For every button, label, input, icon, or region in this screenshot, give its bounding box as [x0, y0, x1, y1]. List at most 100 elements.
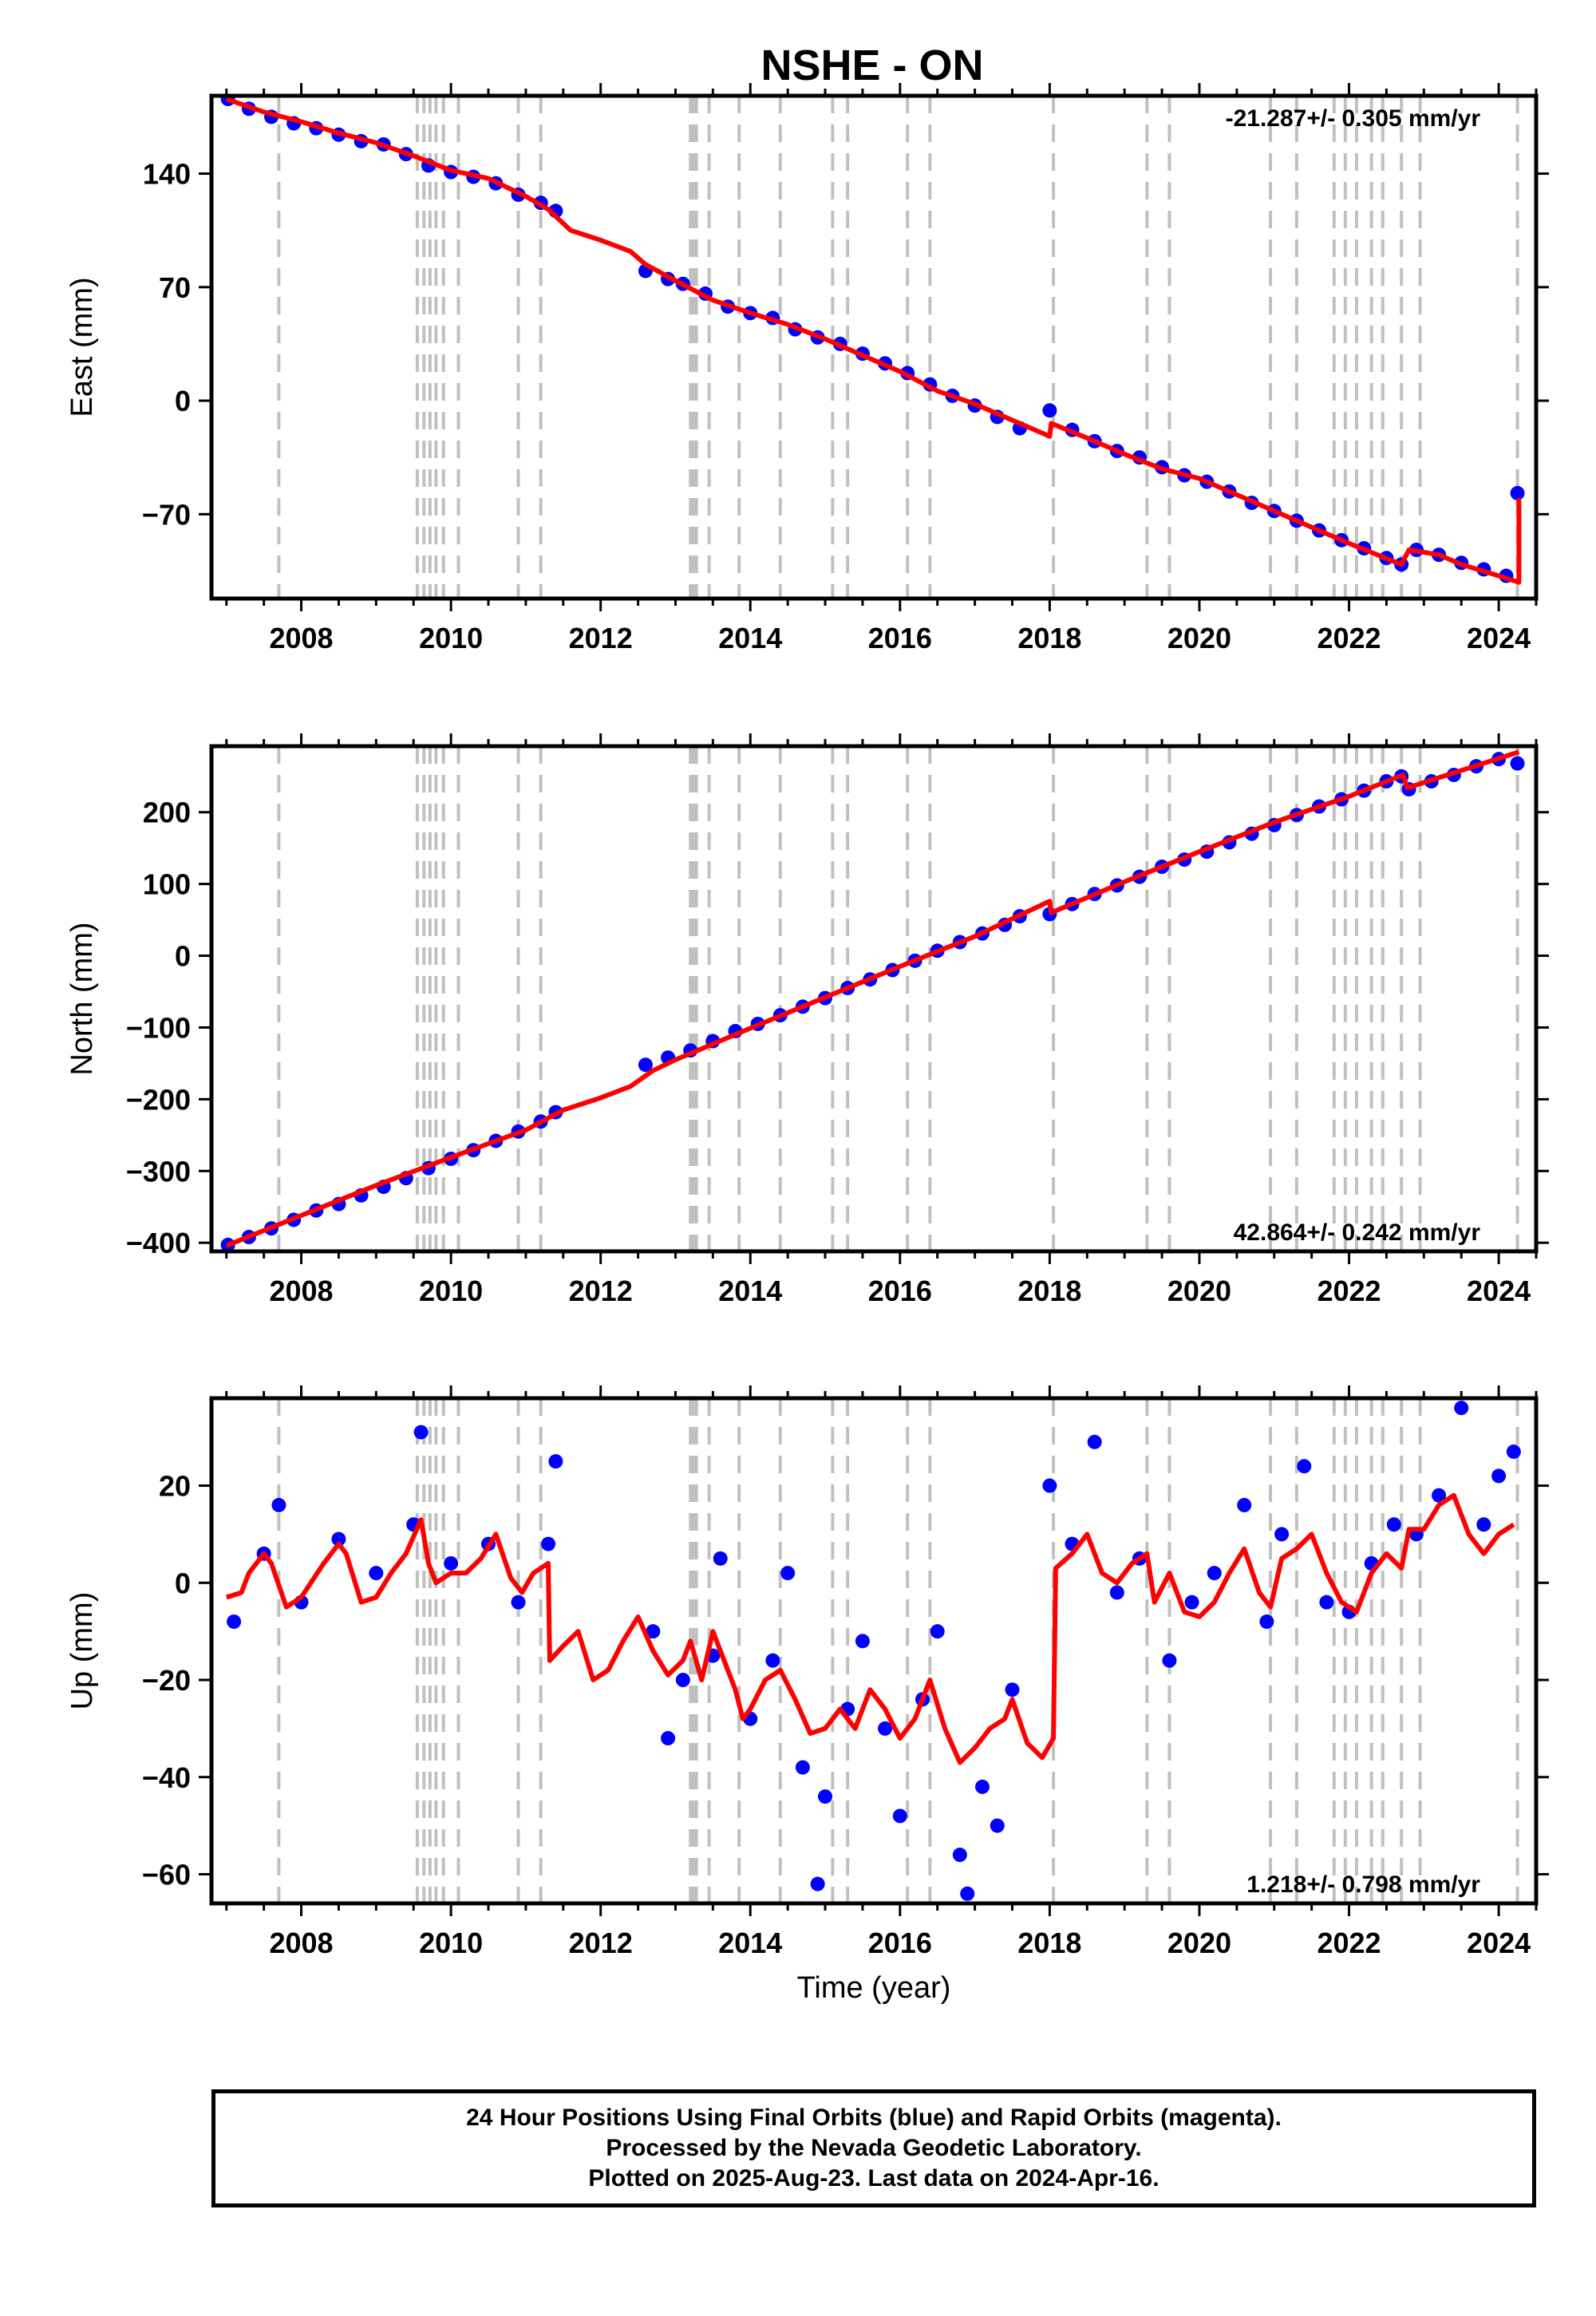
x-tick-label: 2014 — [718, 1927, 782, 1959]
data-point — [675, 1673, 690, 1688]
data-point — [661, 1731, 676, 1746]
x-tick-label: 2016 — [868, 622, 932, 654]
x-tick-label: 2020 — [1167, 622, 1231, 654]
data-point — [1491, 1468, 1507, 1484]
panels: 2008 2010 2012 2014 2016 2018 2020 2022 2024 140 7… — [65, 83, 1549, 2005]
y-axis-label: North (mm) — [65, 922, 99, 1075]
data-point — [855, 1634, 870, 1649]
x-tick-label: 2008 — [269, 1275, 333, 1307]
data-point — [990, 1818, 1005, 1833]
data-point — [638, 1057, 653, 1073]
data-point — [1510, 485, 1525, 500]
y-tick-label: −60 — [142, 1858, 191, 1891]
data-point — [1042, 403, 1057, 418]
data-point — [1274, 1527, 1290, 1542]
data-points-up — [227, 1401, 1521, 1901]
x-tick-label: 2022 — [1317, 1927, 1381, 1959]
data-point — [1386, 1517, 1401, 1532]
x-tick-label: 2008 — [269, 1927, 333, 1959]
y-tick-label: 200 — [143, 796, 191, 829]
y-tick-label: 0 — [175, 940, 191, 973]
data-point — [1510, 756, 1525, 771]
x-tick-label: 2018 — [1017, 1275, 1081, 1307]
x-tick-label: 2024 — [1467, 622, 1531, 654]
footer-line-2: Processed by the Nevada Geodetic Laborat… — [606, 2135, 1142, 2161]
footer-line-1: 24 Hour Positions Using Final Orbits (bl… — [466, 2105, 1282, 2131]
panel-up: 2008 2010 2012 2014 2016 2018 2020 2022 2024 20 0 −… — [65, 1385, 1549, 2005]
y-tick-label: 140 — [143, 158, 191, 191]
x-tick-label: 2022 — [1317, 1275, 1381, 1307]
model-line-up — [225, 1492, 1515, 1765]
y-axis-label: East (mm) — [65, 277, 99, 417]
panel-east: 2008 2010 2012 2014 2016 2018 2020 2022 2024 140 7… — [65, 83, 1549, 654]
chart-title: NSHE - ON — [760, 41, 983, 89]
data-point — [780, 1566, 796, 1581]
data-point — [1109, 1585, 1124, 1600]
data-point — [795, 1760, 810, 1775]
data-point — [765, 1653, 780, 1668]
rate-label: 1.218+/- 0.798 mm/yr — [1246, 1871, 1480, 1898]
data-point — [818, 1789, 833, 1804]
data-point — [1259, 1614, 1274, 1629]
data-point — [1005, 1682, 1020, 1697]
data-point — [227, 1614, 242, 1629]
data-point — [713, 1551, 728, 1566]
x-axis-label: Time (year) — [797, 1971, 951, 2005]
data-point — [541, 1536, 556, 1551]
x-tick-label: 2022 — [1317, 622, 1381, 654]
x-tick-label: 2024 — [1467, 1275, 1531, 1307]
data-point — [878, 1721, 893, 1736]
y-tick-label: −100 — [126, 1011, 191, 1044]
x-tick-label: 2018 — [1017, 1927, 1081, 1959]
data-point — [810, 1876, 825, 1891]
model-line-north — [225, 749, 1520, 1248]
footer-box: 24 Hour Positions Using Final Orbits (bl… — [211, 2089, 1536, 2207]
data-point — [1297, 1459, 1312, 1474]
data-point — [1432, 1488, 1447, 1503]
x-tick-label: 2018 — [1017, 622, 1081, 654]
data-point — [1207, 1566, 1222, 1581]
y-tick-label: 0 — [175, 1567, 191, 1599]
x-tick-label: 2014 — [718, 622, 782, 654]
plot-frame — [209, 93, 1539, 601]
data-point — [413, 1425, 429, 1440]
footer-line-3: Plotted on 2025-Aug-23. Last data on 202… — [588, 2165, 1159, 2192]
data-point — [960, 1886, 975, 1901]
data-point — [646, 1624, 661, 1639]
x-tick-label: 2020 — [1167, 1927, 1231, 1959]
rate-label: 42.864+/- 0.242 mm/yr — [1234, 1219, 1481, 1246]
data-point — [1506, 1444, 1521, 1459]
x-tick-label: 2014 — [718, 1275, 782, 1307]
x-tick-label: 2024 — [1467, 1927, 1531, 1959]
y-tick-label: −70 — [142, 498, 191, 531]
data-point — [511, 1595, 526, 1610]
data-points-north — [220, 752, 1525, 1251]
data-point — [444, 1555, 459, 1571]
data-point — [1162, 1653, 1177, 1668]
data-point — [930, 1624, 945, 1639]
data-point — [1184, 1595, 1199, 1610]
data-point — [271, 1497, 286, 1512]
panel-north: 2008 2010 2012 2014 2016 2018 2020 2022 2024 200 1… — [65, 733, 1549, 1307]
data-point — [1237, 1497, 1252, 1512]
y-axis-label: Up (mm) — [65, 1592, 99, 1710]
data-point — [974, 1779, 990, 1794]
y-tick-label: 0 — [175, 385, 191, 417]
y-tick-label: −300 — [126, 1155, 191, 1188]
x-tick-label: 2010 — [419, 622, 483, 654]
plot-frame — [209, 744, 1539, 1254]
data-point — [369, 1566, 384, 1581]
y-tick-label: −400 — [126, 1227, 191, 1259]
model-line-east — [225, 97, 1522, 585]
y-tick-label: 20 — [159, 1470, 191, 1503]
x-tick-label: 2012 — [569, 1927, 633, 1959]
x-tick-label: 2016 — [868, 1275, 932, 1307]
data-point — [892, 1808, 907, 1824]
y-tick-label: −200 — [126, 1083, 191, 1116]
data-point — [1042, 1478, 1057, 1493]
data-point — [548, 1454, 563, 1469]
x-tick-label: 2010 — [419, 1275, 483, 1307]
data-point — [1319, 1595, 1334, 1610]
data-point — [1454, 1401, 1469, 1416]
